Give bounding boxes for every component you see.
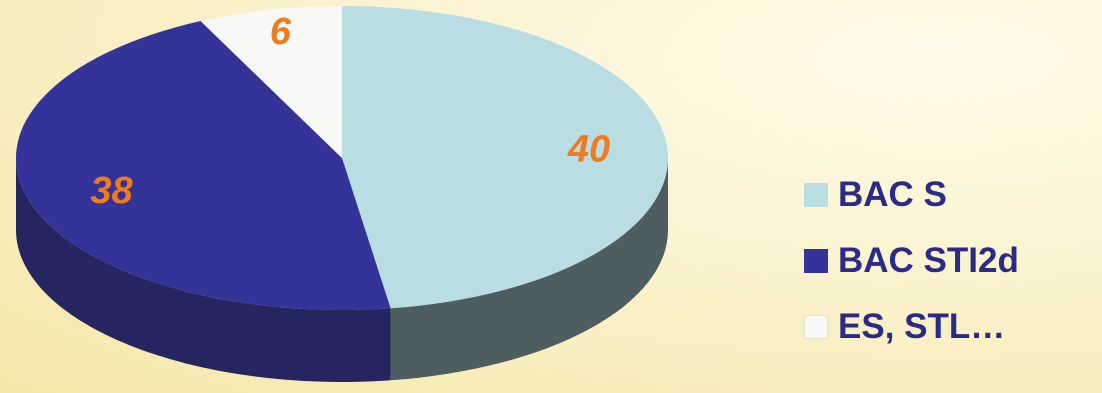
legend-swatch-bac-s <box>804 183 828 207</box>
pie-slice-bac-sti2d <box>15 21 391 310</box>
pie-side-bac-s <box>390 158 668 381</box>
legend-item-es-stl: ES, STL… <box>804 294 1019 360</box>
legend-label-es-stl: ES, STL… <box>838 307 1006 346</box>
pie-slice-es-stl <box>200 6 342 158</box>
legend-swatch-es-stl <box>804 315 828 339</box>
legend-item-bac-sti2d: BAC STI2d <box>804 228 1019 294</box>
data-label-es-stl: 6 <box>270 11 292 53</box>
legend-label-bac-sti2d: BAC STI2d <box>838 241 1019 280</box>
chart-legend: BAC S BAC STI2d ES, STL… <box>804 162 1019 360</box>
data-label-bac-sti2d: 38 <box>90 170 133 212</box>
pie-slice-bac-s <box>342 6 668 309</box>
pie-side-bac-sti2d <box>16 158 391 382</box>
legend-swatch-bac-sti2d <box>804 249 828 273</box>
data-label-bac-s: 40 <box>567 128 610 170</box>
legend-label-bac-s: BAC S <box>838 175 947 214</box>
legend-item-bac-s: BAC S <box>804 162 1019 228</box>
